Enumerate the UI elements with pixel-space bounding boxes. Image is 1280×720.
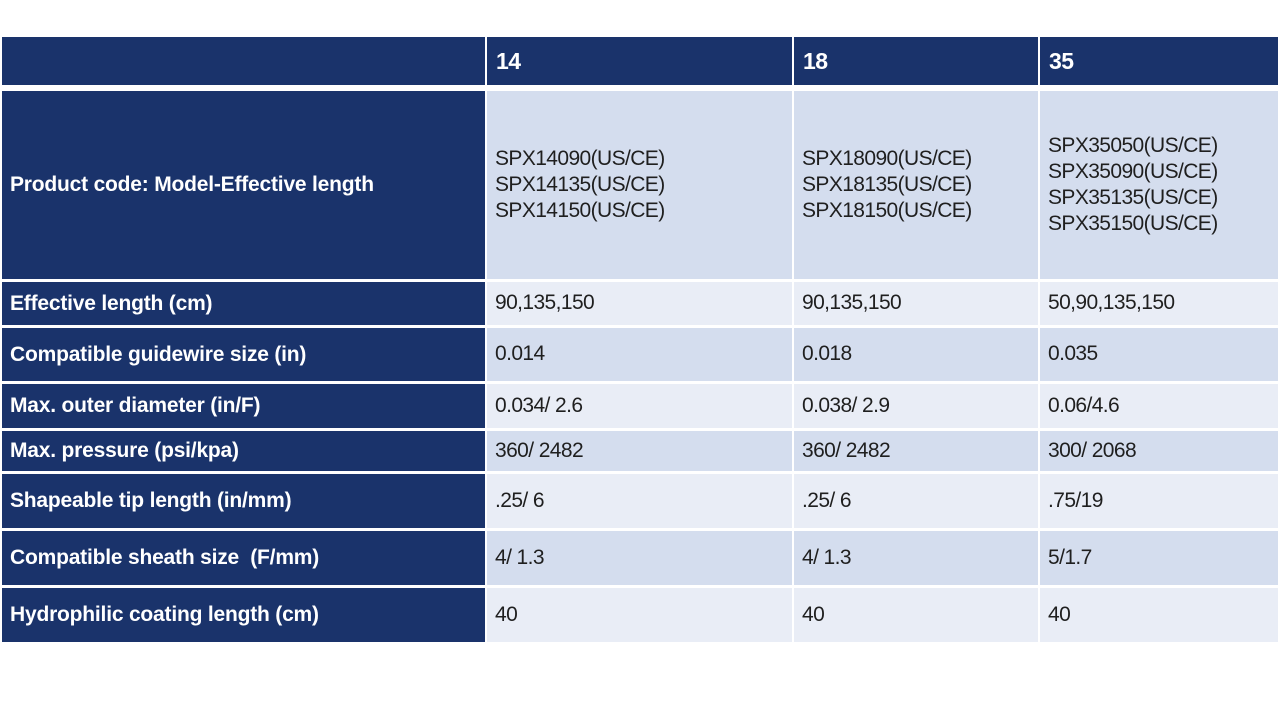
row-label-coating-length: Hydrophilic coating length (cm) <box>2 588 485 642</box>
cell-product-code-14: SPX14090(US/CE) SPX14135(US/CE) SPX14150… <box>487 91 792 279</box>
cell-guidewire-size-35: 0.035 <box>1040 328 1278 381</box>
row-label-tip-length: Shapeable tip length (in/mm) <box>2 474 485 528</box>
row-label-product-code: Product code: Model-Effective length <box>2 91 485 279</box>
cell-tip-length-18: .25/ 6 <box>794 474 1038 528</box>
cell-tip-length-14: .25/ 6 <box>487 474 792 528</box>
column-header-18: 18 <box>794 37 1038 85</box>
cell-max-pressure-35: 300/ 2068 <box>1040 431 1278 471</box>
row-label-max-pressure: Max. pressure (psi/kpa) <box>2 431 485 471</box>
row-label-effective-length: Effective length (cm) <box>2 282 485 325</box>
cell-guidewire-size-14: 0.014 <box>487 328 792 381</box>
cell-guidewire-size-18: 0.018 <box>794 328 1038 381</box>
cell-effective-length-35: 50,90,135,150 <box>1040 282 1278 325</box>
cell-coating-length-18: 40 <box>794 588 1038 642</box>
cell-max-pressure-14: 360/ 2482 <box>487 431 792 471</box>
cell-max-pressure-18: 360/ 2482 <box>794 431 1038 471</box>
cell-effective-length-18: 90,135,150 <box>794 282 1038 325</box>
cell-outer-diameter-18: 0.038/ 2.9 <box>794 384 1038 428</box>
row-label-outer-diameter: Max. outer diameter (in/F) <box>2 384 485 428</box>
cell-outer-diameter-14: 0.034/ 2.6 <box>487 384 792 428</box>
cell-sheath-size-35: 5/1.7 <box>1040 531 1278 585</box>
column-header-14: 14 <box>487 37 792 85</box>
row-label-sheath-size: Compatible sheath size (F/mm) <box>2 531 485 585</box>
cell-coating-length-35: 40 <box>1040 588 1278 642</box>
cell-product-code-18: SPX18090(US/CE) SPX18135(US/CE) SPX18150… <box>794 91 1038 279</box>
header-corner-cell <box>2 37 485 85</box>
table-header-row: 14 18 35 <box>2 37 1278 85</box>
product-spec-table: 14 18 35 Product code: Model-Effective l… <box>2 37 1278 642</box>
cell-effective-length-14: 90,135,150 <box>487 282 792 325</box>
cell-product-code-35: SPX35050(US/CE) SPX35090(US/CE) SPX35135… <box>1040 91 1278 279</box>
row-label-guidewire-size: Compatible guidewire size (in) <box>2 328 485 381</box>
cell-sheath-size-14: 4/ 1.3 <box>487 531 792 585</box>
column-header-35: 35 <box>1040 37 1278 85</box>
table-body: Product code: Model-Effective length SPX… <box>2 91 1278 642</box>
cell-sheath-size-18: 4/ 1.3 <box>794 531 1038 585</box>
cell-tip-length-35: .75/19 <box>1040 474 1278 528</box>
cell-coating-length-14: 40 <box>487 588 792 642</box>
cell-outer-diameter-35: 0.06/4.6 <box>1040 384 1278 428</box>
